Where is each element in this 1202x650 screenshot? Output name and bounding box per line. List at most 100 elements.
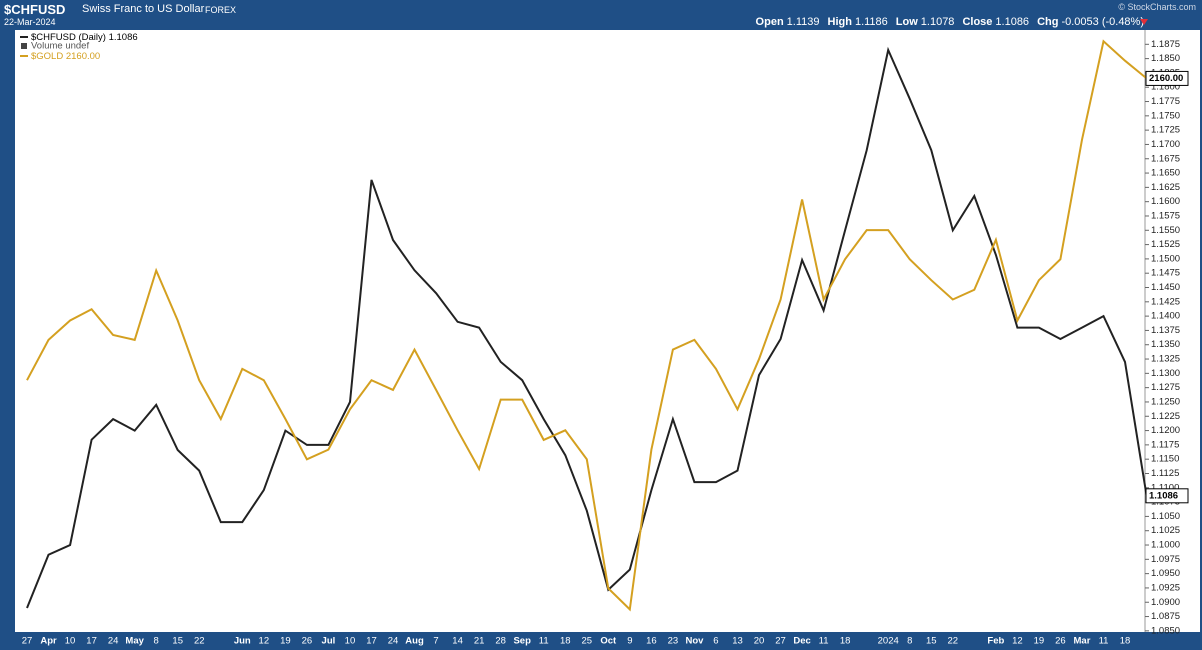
x-tick-label: 18 bbox=[560, 636, 571, 647]
x-tick-label: Dec bbox=[793, 636, 810, 647]
x-tick-label: 15 bbox=[172, 636, 183, 647]
x-tick-label: 18 bbox=[840, 636, 851, 647]
y-tick-label: 1.1800 bbox=[1151, 82, 1180, 93]
x-tick-label: Feb bbox=[987, 636, 1004, 647]
x-tick-label: 11 bbox=[539, 636, 549, 647]
y-tick-label: 1.1300 bbox=[1151, 368, 1180, 379]
x-tick-label: 6 bbox=[713, 636, 718, 647]
last-value-label: 1.1086 bbox=[1149, 490, 1178, 501]
y-tick-label: 1.1350 bbox=[1151, 339, 1180, 350]
y-tick-label: 1.0875 bbox=[1151, 611, 1180, 622]
x-tick-label: 22 bbox=[948, 636, 959, 647]
series-line bbox=[26, 39, 1148, 612]
y-tick-label: 1.1325 bbox=[1151, 354, 1180, 365]
last-value-label: 2160.00 bbox=[1149, 73, 1183, 84]
x-tick-label: 11 bbox=[819, 636, 829, 647]
y-tick-label: 1.1250 bbox=[1151, 396, 1180, 407]
legend-label: $CHFUSD (Daily) 1.1086 bbox=[31, 32, 138, 43]
y-tick-label: 1.1475 bbox=[1151, 268, 1180, 279]
x-tick-label: 17 bbox=[86, 636, 97, 647]
y-tick-label: 1.1450 bbox=[1151, 282, 1180, 293]
legend-value: 2160.00 bbox=[66, 51, 100, 62]
y-tick-label: 1.0850 bbox=[1151, 625, 1180, 636]
y-tick-label: 1.1125 bbox=[1151, 468, 1179, 479]
y-tick-label: 1.1175 bbox=[1151, 439, 1179, 450]
y-tick-label: 1.0925 bbox=[1151, 582, 1180, 593]
quote-label: Low bbox=[895, 16, 918, 28]
y-tick-label: 1.1375 bbox=[1151, 325, 1180, 336]
x-tick-label: 9 bbox=[627, 636, 632, 647]
volume-legend: Volume undef bbox=[31, 41, 89, 52]
y-tick-label: 1.1550 bbox=[1151, 225, 1180, 236]
x-tick-label: 13 bbox=[732, 636, 743, 647]
y-tick-label: 1.1150 bbox=[1151, 454, 1179, 465]
legend-name: $GOLD bbox=[31, 51, 63, 62]
header: $CHFUSD Swiss Franc to US Dollar FOREX 2… bbox=[0, 0, 1202, 30]
y-tick-label: 1.1725 bbox=[1151, 125, 1180, 136]
x-tick-label: 12 bbox=[259, 636, 270, 647]
date: 22-Mar-2024 bbox=[4, 17, 56, 27]
x-tick-label: 26 bbox=[1055, 636, 1066, 647]
x-tick-label: 27 bbox=[775, 636, 786, 647]
y-tick-label: 1.0950 bbox=[1151, 568, 1180, 579]
x-tick-label: Mar bbox=[1074, 636, 1091, 647]
legend-name: $CHFUSD (Daily) bbox=[31, 32, 106, 43]
x-tick-label: 15 bbox=[926, 636, 937, 647]
x-tick-label: 16 bbox=[646, 636, 657, 647]
quote-label: Close bbox=[962, 16, 993, 28]
volume-icon bbox=[21, 43, 27, 49]
series-line bbox=[26, 46, 1148, 609]
y-tick-label: 1.1875 bbox=[1151, 39, 1180, 50]
change-arrow bbox=[1140, 19, 1148, 25]
last-value-tag bbox=[1145, 70, 1189, 86]
y-tick-label: 1.1425 bbox=[1151, 296, 1180, 307]
x-tick-label: Oct bbox=[600, 636, 617, 647]
x-tick-label: Jul bbox=[322, 636, 336, 647]
x-tick-label: 27 bbox=[22, 636, 33, 647]
quote-label: High bbox=[827, 16, 852, 28]
x-tick-label: Aug bbox=[405, 636, 424, 647]
y-tick-label: 1.0900 bbox=[1151, 597, 1180, 608]
x-tick-label: 22 bbox=[194, 636, 205, 647]
x-tick-label: 24 bbox=[108, 636, 119, 647]
plot-area bbox=[15, 30, 1145, 632]
y-tick-label: 1.1100 bbox=[1151, 482, 1179, 493]
quote-item: High 1.1186 bbox=[828, 16, 888, 28]
quote-value: 1.1086 bbox=[995, 16, 1030, 28]
legend-label: $GOLD 2160.00 bbox=[31, 51, 100, 62]
quote-item: Close 1.1086 bbox=[962, 16, 1029, 28]
y-tick-label: 1.1400 bbox=[1151, 311, 1180, 322]
x-tick-label: 8 bbox=[154, 636, 159, 647]
x-tick-label: May bbox=[125, 636, 144, 647]
x-tick-label: 2024 bbox=[878, 636, 899, 647]
x-tick-label: 19 bbox=[1034, 636, 1045, 647]
legend-value: 1.1086 bbox=[109, 32, 138, 43]
x-tick-label: 21 bbox=[474, 636, 485, 647]
y-tick-label: 1.0975 bbox=[1151, 554, 1180, 565]
x-tick-label: 25 bbox=[581, 636, 592, 647]
x-tick-label: 24 bbox=[388, 636, 399, 647]
quote-value: 1.1139 bbox=[786, 16, 820, 28]
credit: © StockCharts.com bbox=[1118, 2, 1196, 12]
quote-item: Low 1.1078 bbox=[896, 16, 955, 28]
axis-area bbox=[1145, 30, 1200, 632]
y-tick-label: 1.1525 bbox=[1151, 239, 1180, 250]
quote-item: Open 1.1139 bbox=[756, 16, 820, 28]
quote: Open 1.1139 High 1.1186 Low 1.1078 Close 1.1086… bbox=[756, 16, 1144, 28]
quote-item: Chg -0.0053 (-0.48%) bbox=[1037, 16, 1144, 28]
y-tick-label: 1.1775 bbox=[1151, 96, 1180, 107]
x-tick-label: 12 bbox=[1012, 636, 1023, 647]
y-tick-label: 1.1000 bbox=[1151, 540, 1180, 551]
x-tick-label: Nov bbox=[685, 636, 704, 647]
y-tick-label: 1.1650 bbox=[1151, 168, 1180, 179]
y-tick-label: 1.1500 bbox=[1151, 253, 1180, 264]
y-tick-label: 1.1850 bbox=[1151, 53, 1180, 64]
x-tick-label: Jun bbox=[234, 636, 251, 647]
y-tick-label: 1.1200 bbox=[1151, 425, 1180, 436]
x-tick-label: 19 bbox=[280, 636, 291, 647]
x-tick-label: 8 bbox=[907, 636, 912, 647]
x-tick-label: 28 bbox=[495, 636, 506, 647]
x-tick-label: 10 bbox=[65, 636, 76, 647]
